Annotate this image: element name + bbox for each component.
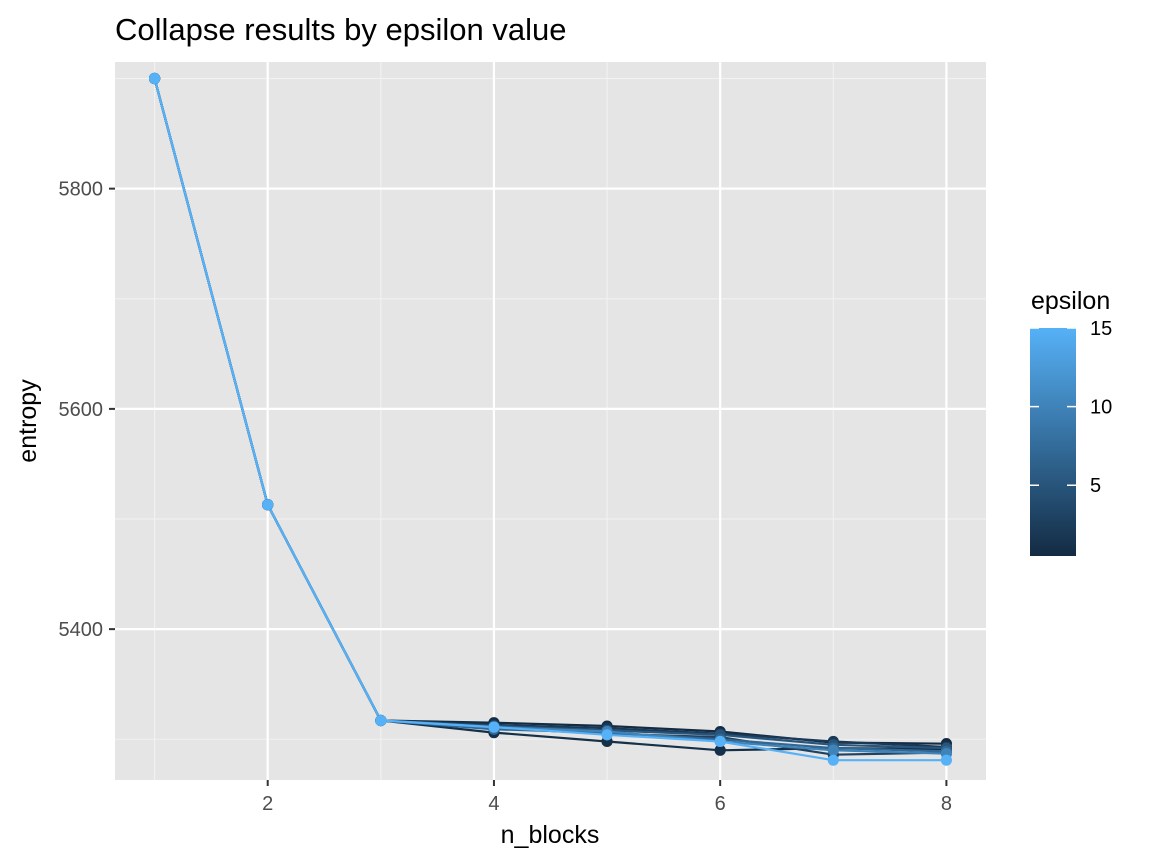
legend-colorbar <box>1030 328 1076 556</box>
legend: epsilon 5 10 15 <box>1030 287 1112 556</box>
legend-tick-label: 15 <box>1090 318 1112 340</box>
plot-panel <box>115 62 986 780</box>
x-axis-title: n_blocks <box>501 821 600 849</box>
legend-tick-label: 5 <box>1090 475 1101 497</box>
data-point <box>375 714 387 727</box>
x-tick-label: 2 <box>262 793 273 815</box>
grid-minor <box>115 62 986 780</box>
data-point <box>827 744 839 756</box>
data-point <box>940 754 953 766</box>
data-point <box>488 721 500 733</box>
series-line-epsilon-15 <box>153 78 947 762</box>
y-axis: 5400 5600 5800 <box>59 179 115 641</box>
data-point <box>262 499 274 511</box>
y-tick-label: 5600 <box>59 399 104 421</box>
x-axis: 2 4 6 8 <box>262 780 952 815</box>
legend-ticks: 5 10 15 <box>1030 318 1112 497</box>
x-tick-label: 8 <box>941 793 952 815</box>
x-tick-label: 6 <box>715 793 726 815</box>
points-layer <box>148 72 953 766</box>
legend-tick-label: 10 <box>1090 397 1112 419</box>
grid-major <box>115 62 986 780</box>
y-tick-label: 5400 <box>59 619 104 641</box>
legend-title: epsilon <box>1031 287 1110 315</box>
chart-title: Collapse results by epsilon value <box>115 12 566 47</box>
x-tick-label: 4 <box>488 793 499 815</box>
data-point <box>714 744 726 756</box>
data-point <box>827 754 839 766</box>
y-axis-title: entropy <box>14 379 42 463</box>
series-layer <box>153 78 947 762</box>
data-point <box>601 729 613 741</box>
y-tick-label: 5800 <box>59 179 104 201</box>
data-point <box>148 72 161 85</box>
data-point <box>714 735 726 748</box>
